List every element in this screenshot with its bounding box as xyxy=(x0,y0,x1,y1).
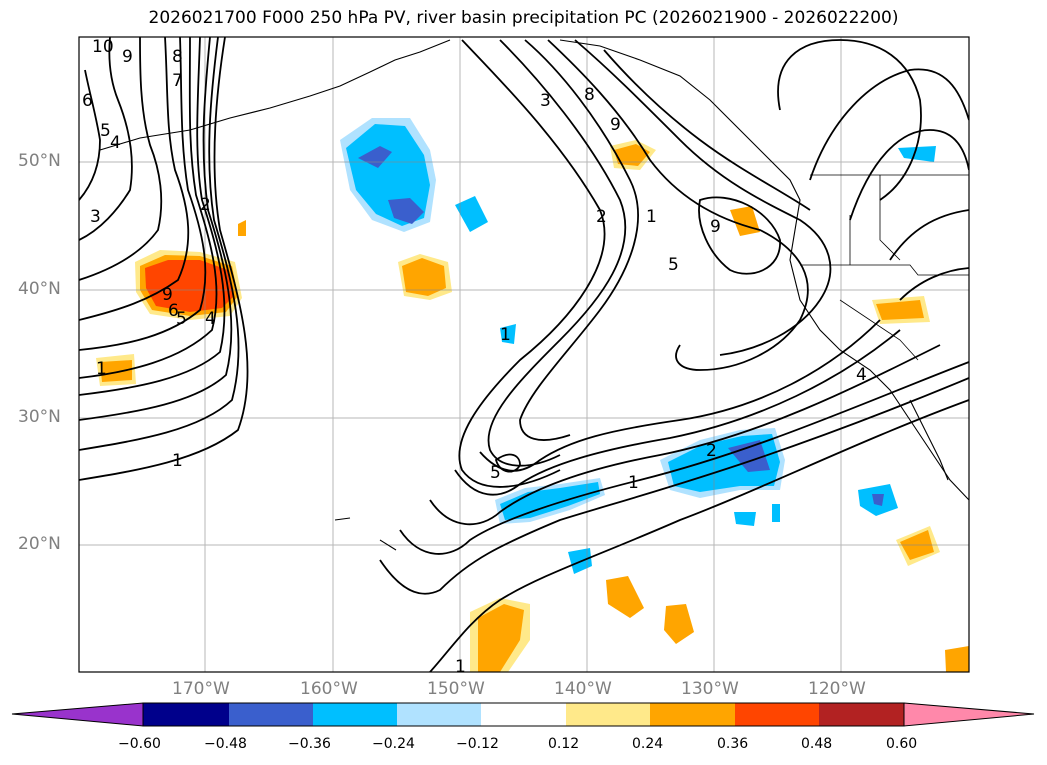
colorbar-bin xyxy=(229,703,313,726)
precip-orange-patches xyxy=(96,140,969,672)
contour-label: 1 xyxy=(96,359,107,379)
pv-contours xyxy=(79,37,969,672)
contour-label: 10 xyxy=(92,37,114,57)
contour-label: 2 xyxy=(706,441,717,461)
colorbar-tick-label: −0.36 xyxy=(288,736,331,752)
colorbar-tick-label: −0.48 xyxy=(204,736,247,752)
colorbar-bin xyxy=(566,703,650,726)
lat-label: 50°N xyxy=(18,151,61,171)
lon-label: 150°W xyxy=(427,679,485,699)
contour-label: 5 xyxy=(176,309,187,329)
contour-label: 6 xyxy=(82,91,93,111)
colorbar-tick-label: −0.12 xyxy=(456,736,499,752)
colorbar-bin xyxy=(397,703,481,726)
colorbar-bin xyxy=(819,703,904,726)
coastlines xyxy=(99,39,969,551)
contour-label: 1 xyxy=(500,325,511,345)
borders xyxy=(800,174,969,361)
colorbar-tick-label: 0.24 xyxy=(632,736,664,752)
colorbar-bin xyxy=(735,703,819,726)
lat-label: 20°N xyxy=(18,534,61,554)
lon-label: 130°W xyxy=(681,679,739,699)
colorbar-tick-label: 0.48 xyxy=(801,736,833,752)
colorbar-tick-label: −0.60 xyxy=(118,736,161,752)
colorbar-tick-label: 0.36 xyxy=(717,736,749,752)
lat-label: 30°N xyxy=(18,407,61,427)
colorbar-bin xyxy=(481,703,566,726)
precip-blue-patches xyxy=(340,118,936,574)
contour-label: 5 xyxy=(100,121,111,141)
colorbar-extend-high xyxy=(903,702,1035,727)
contour-labels: 10 9 8 7 6 5 4 3 2 1 9 6 5 4 3 2 1 8 9 9… xyxy=(82,37,867,677)
contour-label: 8 xyxy=(584,85,595,105)
lon-label: 140°W xyxy=(554,679,612,699)
contour-label: 6 xyxy=(168,301,179,321)
contour-label: 9 xyxy=(162,285,173,305)
contour-label: 7 xyxy=(172,71,183,91)
contour-label: 1 xyxy=(172,451,183,471)
colorbar xyxy=(11,702,1035,727)
lon-label: 170°W xyxy=(172,679,230,699)
colorbar-bin xyxy=(650,703,735,726)
colorbar-bin xyxy=(143,703,229,726)
colorbar-tick-label: 0.60 xyxy=(886,736,918,752)
colorbar-tick-label: 0.12 xyxy=(548,736,580,752)
map-title: 2026021700 F000 250 hPa PV, river basin … xyxy=(148,8,899,28)
contour-label: 2 xyxy=(596,207,607,227)
lon-label: 120°W xyxy=(808,679,866,699)
contour-label: 9 xyxy=(610,115,621,135)
lon-label: 160°W xyxy=(300,679,358,699)
contour-label: 3 xyxy=(540,91,551,111)
contour-label: 4 xyxy=(205,309,216,329)
contour-label: 9 xyxy=(122,47,133,67)
contour-label: 4 xyxy=(110,133,121,153)
colorbar-extend-low xyxy=(11,702,144,727)
contour-label: 9 xyxy=(710,217,721,237)
contour-label: 1 xyxy=(455,657,466,677)
contour-label: 5 xyxy=(490,463,501,483)
contour-label: 1 xyxy=(628,473,639,493)
graticule xyxy=(79,37,969,672)
contour-label: 2 xyxy=(200,195,211,215)
map-frame xyxy=(78,36,970,673)
contour-label: 4 xyxy=(856,365,867,385)
lat-label: 40°N xyxy=(18,279,61,299)
contour-label: 1 xyxy=(646,207,657,227)
contour-label: 3 xyxy=(90,207,101,227)
colorbar-bin xyxy=(313,703,397,726)
contour-label: 5 xyxy=(668,255,679,275)
colorbar-tick-label: −0.24 xyxy=(372,736,415,752)
contour-label: 8 xyxy=(172,47,183,67)
